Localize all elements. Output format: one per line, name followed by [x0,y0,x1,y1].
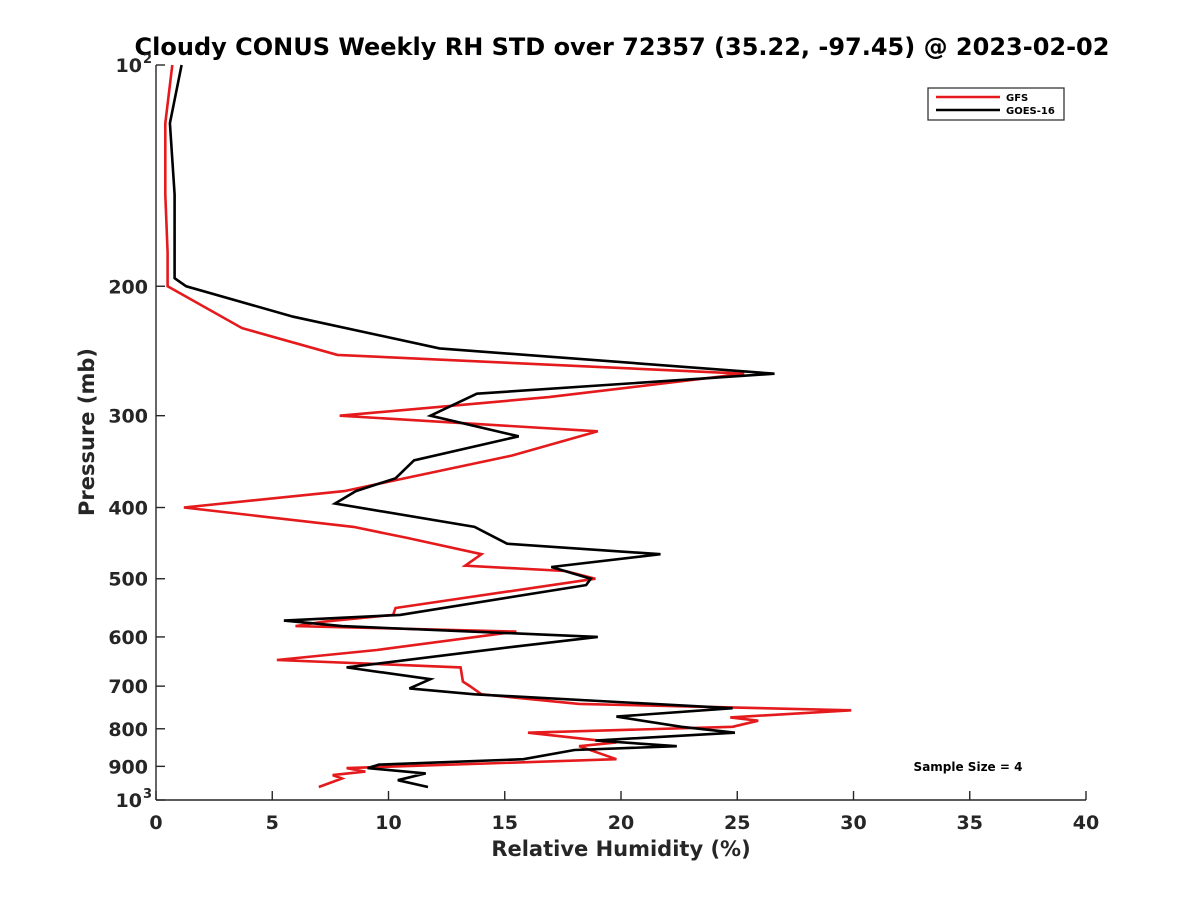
y-tick-label: 700 [108,676,148,698]
y-tick-exponent: 2 [143,52,152,67]
y-tick-exponent: 3 [143,787,152,802]
y-tick-label: 200 [108,276,148,298]
y-tick-label: 600 [108,627,148,649]
series-line-goes16 [168,64,775,789]
x-tick-label: 10 [375,812,401,834]
y-tick-label: 10 [116,790,142,812]
chart-title: Cloudy CONUS Weekly RH STD over 72357 (3… [135,33,1110,61]
y-tick-label: 500 [108,569,148,591]
x-tick-label: 30 [840,812,866,834]
y-tick-label: 400 [108,498,148,520]
x-tick-label: 25 [724,812,750,834]
legend-box [927,87,1065,121]
legend: GFS GOES-16 [927,87,1065,121]
legend-label-gfs: GFS [1006,93,1028,104]
x-axis-label: Relative Humidity (%) [491,837,750,861]
x-tick-label: 0 [149,812,162,834]
x-tick-label: 5 [266,812,279,834]
series-layer [164,64,852,789]
y-tick-label: 800 [108,719,148,741]
legend-label-goes16: GOES-16 [1006,106,1055,117]
x-tick-label: 35 [957,812,983,834]
x-tick-label: 40 [1073,812,1099,834]
x-tick-label: 20 [608,812,634,834]
series-line-gfs [164,64,852,789]
plot-area [156,65,1086,800]
sample-size-annotation: Sample Size = 4 [914,760,1023,774]
plot-background [156,65,1086,800]
y-tick-label: 10 [116,55,142,77]
y-tick-label: 900 [108,756,148,778]
y-tick-label: 300 [108,406,148,428]
y-axis-label: Pressure (mb) [75,348,99,516]
x-tick-label: 15 [492,812,518,834]
x-tick-group: 0 5 10 15 20 25 30 35 40 [149,791,1099,834]
